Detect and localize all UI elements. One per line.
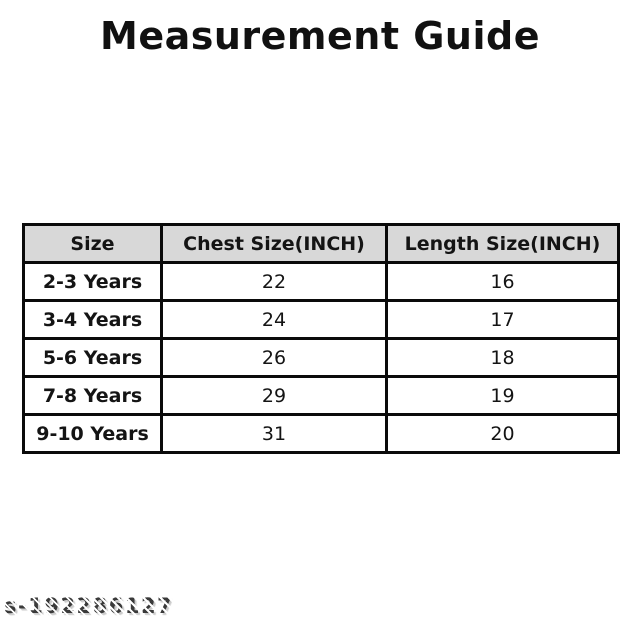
column-header-size: Size (22, 223, 163, 264)
cell-length: 17 (385, 299, 620, 340)
watermark-text: s-192286127 (4, 594, 174, 618)
cell-size: 5-6 Years (22, 337, 163, 378)
table-row: 3-4 Years 24 17 (22, 299, 620, 340)
cell-length: 16 (385, 261, 620, 302)
column-header-chest: Chest Size(INCH) (160, 223, 388, 264)
cell-chest: 29 (160, 375, 388, 416)
table-row: 9-10 Years 31 20 (22, 413, 620, 454)
cell-chest: 26 (160, 337, 388, 378)
cell-length: 19 (385, 375, 620, 416)
cell-size: 2-3 Years (22, 261, 163, 302)
table-row: 5-6 Years 26 18 (22, 337, 620, 378)
cell-size: 7-8 Years (22, 375, 163, 416)
table-row: 7-8 Years 29 19 (22, 375, 620, 416)
measurement-table: Size Chest Size(INCH) Length Size(INCH) … (22, 223, 620, 454)
table-header-row: Size Chest Size(INCH) Length Size(INCH) (22, 223, 620, 264)
cell-length: 18 (385, 337, 620, 378)
watermark: s-192286127 (4, 594, 174, 618)
cell-size: 9-10 Years (22, 413, 163, 454)
cell-chest: 22 (160, 261, 388, 302)
cell-length: 20 (385, 413, 620, 454)
page-title: Measurement Guide (100, 14, 540, 58)
table-row: 2-3 Years 22 16 (22, 261, 620, 302)
cell-chest: 31 (160, 413, 388, 454)
cell-size: 3-4 Years (22, 299, 163, 340)
column-header-length: Length Size(INCH) (385, 223, 620, 264)
cell-chest: 24 (160, 299, 388, 340)
